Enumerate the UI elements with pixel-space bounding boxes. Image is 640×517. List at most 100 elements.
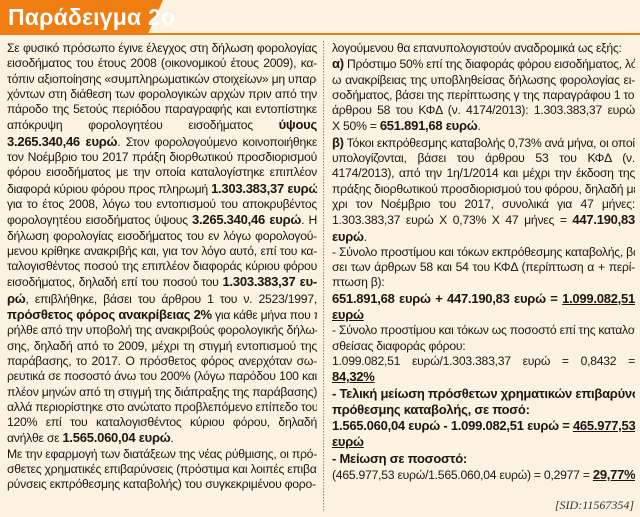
text-line: εισοδήματος του έτους 2008 (οικονομικού … <box>7 56 317 71</box>
text-line: σοδήματος, βάσει της περίπτωσης γ της πα… <box>332 88 635 103</box>
emphasis-text: 651.891,68 ευρώ + 447.190,83 ευρώ = <box>332 290 563 306</box>
body-text: , επιβλήθηκε, βάσει του άρθρου 1 του ν. … <box>25 291 317 306</box>
text-line: ευρώ <box>332 307 635 323</box>
emphasis-text: πρόθεσμης καταβολής, σε ποσό: <box>332 401 530 417</box>
text-line: 120% επί του καταλογισθέντος κύριου φόρο… <box>7 415 317 430</box>
body-text: Πρόστιμο 50% επί της διαφοράς φόρου εισο… <box>343 57 635 72</box>
text-line: δήλωση φορολογίας εισοδήματος του εν λόγ… <box>7 229 317 244</box>
body-text: ανήλθε σε <box>7 431 63 446</box>
emphasis-text: 1.303.383,37 ευ- <box>222 274 317 290</box>
body-text: . <box>363 229 367 244</box>
emphasis-text: ευρώ <box>332 228 364 244</box>
emphasis-text: πρόσθετος φόρος ανακρίβειας 2% <box>7 307 212 323</box>
text-line: διαφορά κύριου φόρου προς πληρωμή 1.303.… <box>7 181 317 197</box>
text-line: πάροδο της 5ετούς περιόδου παραγραφής κα… <box>7 102 317 117</box>
emphasis-text: 1.565.060,04 ευρώ <box>62 430 171 446</box>
emphasis-text: 447.190,83 <box>572 212 635 228</box>
body-text: φορολογητέου εισοδήματος ύψους <box>7 213 193 228</box>
body-text: δήλωση φορολογίας εισοδήματος του εν λόγ… <box>7 228 317 243</box>
body-text: 4174/2013), από την 1η/1/2014 και μέχρι … <box>332 166 635 181</box>
text-line: α) Πρόστιμο 50% επί της διαφοράς φόρου ε… <box>332 56 635 72</box>
body-text: άρθρου 58 του ΚΦΔ (ν. 4174/2013): 1.303.… <box>332 103 635 118</box>
body-text: για το έτος 2008, λόγω του εντοπισμού το… <box>7 196 317 211</box>
header-rule <box>0 33 640 35</box>
emphasis-text: ύψους <box>278 117 317 133</box>
text-line: φόρου εισοδήματος με την οποία καταλογίσ… <box>7 165 317 180</box>
body-text: παράβασης, το 2017. Ο πρόσθετος φόρος αν… <box>7 353 317 368</box>
header: Παράδειγμα 2ο <box>0 0 640 35</box>
body-text: τον Νοέμβριο του 2017 πράξη διορθωτικού … <box>7 150 317 165</box>
emphasis-text: 465.977,53 <box>572 418 635 434</box>
text-line: πρόθεσμης καταβολής, σε ποσό: <box>332 402 635 418</box>
text-line: εισοδήματος, δηλαδή επί του ποσού του 1.… <box>7 274 317 290</box>
text-line: ευρώ. <box>332 229 635 245</box>
title-banner <box>0 0 163 33</box>
body-text: 1.303.383,37 ευρώ Χ 0,73% Χ 47 μήνες = <box>332 213 573 228</box>
text-line: - Μείωση σε ποσοστό: <box>332 451 635 467</box>
text-line: ρύνσεις εκπρόθεσμης καταβολής) του συγκε… <box>7 477 317 492</box>
body-text: . Η <box>301 213 317 228</box>
body-text: ρύνσεις εκπρόθεσμης καταβολής) του συγκε… <box>7 477 316 492</box>
text-line: Σε φυσικό πρόσωπο έγινε έλεγχος στη δήλω… <box>7 41 317 56</box>
text-line: πρόσθετος φόρος ανακρίβειας 2% για κάθε … <box>7 307 317 323</box>
body-text: χρι τον Νοέμβριο του 2017, συνολικά για … <box>332 196 635 211</box>
emphasis-text: 1.565.060,04 ευρώ - 1.099.082,51 ευρώ = <box>332 418 573 434</box>
body-text: πάροδο της 5ετούς περιόδου παραγραφής κα… <box>7 102 317 117</box>
text-line: 1.303.383,37 ευρώ Χ 0,73% Χ 47 μήνες = 4… <box>332 212 635 228</box>
body-text: ρήλθε από την υποβολή της ανακριβούς φορ… <box>7 323 317 338</box>
emphasis-text: 3.265.340,46 ευρώ <box>192 212 302 228</box>
body-text: ρευτικά σε ποσοστό άνω του 200% (λόγω πα… <box>7 369 317 384</box>
emphasis-text: α) <box>332 56 344 72</box>
sid-reference: [SID:11567354] <box>554 498 634 512</box>
text-line: ανήλθε σε 1.565.060,04 ευρώ. <box>7 430 317 446</box>
emphasis-text: 3.265.340,46 ευρώ <box>7 133 118 149</box>
body-text: υπολογίζονται, βάσει του άρθρου 53 του Κ… <box>332 151 635 166</box>
text-line: απόκρυψη φορολογητέου εισοδήματος ύψους <box>7 117 317 133</box>
emphasis-text: β) <box>332 134 344 150</box>
emphasis-text: 1.303.383,37 ευρώ <box>211 180 317 196</box>
body-text: 120% επί του καταλογισθέντος κύριου φόρο… <box>7 415 317 430</box>
body-text: απόκρυψη φορολογητέου εισοδήματος <box>7 118 279 133</box>
body-text: σης, δηλαδή από το 2009, μέχρι τη στιγμή… <box>7 338 317 353</box>
body-text: σθείσας διαφοράς φόρου: <box>332 338 466 353</box>
body-text: - Σύνολο προστίμου και τόκων ως ποσοστό … <box>332 323 635 338</box>
text-line: πλέον μηνών από τη στιγμή της διάπραξης … <box>7 385 317 400</box>
body-text: Σε φυσικό πρόσωπο έγινε έλεγχος στη δήλω… <box>7 41 317 55</box>
body-text: λογούμενου θα επανυπολογιστούν αναδρομικ… <box>332 41 622 55</box>
emphasis-text: 1.099.082,51 <box>562 290 635 306</box>
body-text: εισοδήματος του έτους 2008 (οικονομικού … <box>7 56 317 71</box>
body-text: Χ 50% = <box>332 119 380 134</box>
text-line: - Σύνολο προστίμου και τόκων ως ποσοστό … <box>332 323 635 338</box>
body-text: ταλογισθέντος ποσού της επιπλέον διαφορά… <box>7 259 317 274</box>
text-line: 651.891,68 ευρώ + 447.190,83 ευρώ = 1.09… <box>332 291 635 307</box>
text-line: 1.565.060,04 ευρώ - 1.099.082,51 ευρώ = … <box>332 418 635 434</box>
body-text: 1.099.082,51 ευρώ/1.303.383,37 ευρώ = 0,… <box>332 353 635 368</box>
body-text: τόπιν αξιοποίησης «συμπληρωματικών στοιχ… <box>7 71 317 86</box>
text-line: Χ 50% = 651.891,68 ευρώ. <box>332 118 635 134</box>
emphasis-text: ρώ <box>7 290 26 306</box>
body-text: . Στον φορολογούμενο κοινοποιήθηκε <box>117 134 317 149</box>
text-line: τόπιν αξιοποίησης «συμπληρωματικών στοιχ… <box>7 72 317 87</box>
body-text: Με την εφαρμογή των διατάξεων της νέας ρ… <box>7 446 317 461</box>
text-line: παράβασης, το 2017. Ο πρόσθετος φόρος αν… <box>7 354 317 369</box>
body-text: σθετες χρηματικές επιβαρύνσεις (πρόστιμα… <box>7 462 317 477</box>
text-line: 84,32% <box>332 369 635 385</box>
text-line: σθείσας διαφοράς φόρου: <box>332 339 635 354</box>
emphasis-text: 84,32% <box>332 369 375 385</box>
emphasis-text: ευρώ <box>332 307 364 323</box>
text-line: λογούμενου θα επανυπολογιστούν αναδρομικ… <box>332 41 635 56</box>
page-title: Παράδειγμα 2ο <box>8 4 176 30</box>
emphasis-text: - Τελική μείωση πρόσθετων χρηματικών επι… <box>332 385 635 401</box>
text-line: ω ανακρίβειας της υποβληθείσας δήλωσης φ… <box>332 73 635 88</box>
body-text: για κάθε μήνα που πα- <box>215 308 317 323</box>
body-text: αλλά περιορίστηκε στο ανώτατο προβλεπόμε… <box>7 399 317 414</box>
text-line: ρευτικά σε ποσοστό άνω του 200% (λόγω πα… <box>7 369 317 384</box>
body-text: πλέον μηνών από τη στιγμή της διάπραξης … <box>7 384 317 399</box>
body-text: πτωση β): <box>332 275 385 290</box>
body-text: ω ανακρίβειας της υποβληθείσας δήλωσης φ… <box>332 72 635 87</box>
text-line: σης, δηλαδή από το 2009, μέχρι τη στιγμή… <box>7 339 317 354</box>
emphasis-text: - Μείωση σε ποσοστό: <box>332 450 467 466</box>
text-line: υπολογίζονται, βάσει του άρθρου 53 του Κ… <box>332 151 635 166</box>
text-line: φορολογητέου εισοδήματος ύψους 3.265.340… <box>7 212 317 228</box>
text-line: (465.977,53 ευρώ/1.565.060,04 ευρώ) = 0,… <box>332 467 635 483</box>
